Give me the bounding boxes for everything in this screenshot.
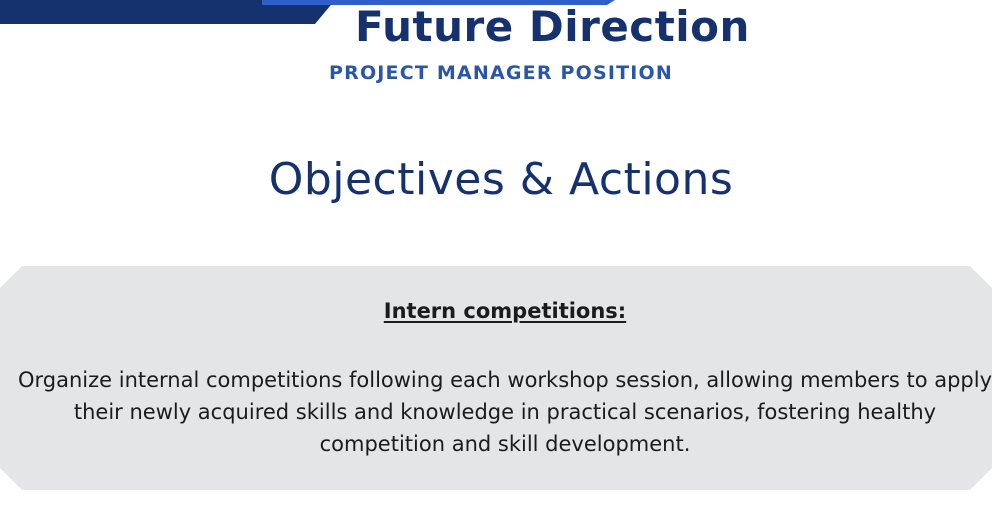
header-band: [0, 0, 615, 24]
header-band-dark: [0, 0, 335, 24]
section-heading: Objectives & Actions: [268, 154, 734, 205]
header-band-accent: [262, 0, 615, 5]
objective-card-title: Intern competitions:: [383, 299, 627, 323]
page-subtitle: PROJECT MANAGER POSITION: [328, 62, 674, 84]
objective-card: Intern competitions: Organize internal c…: [0, 266, 992, 490]
page-title: Future Direction: [355, 2, 750, 51]
objective-card-body: Organize internal competitions following…: [17, 368, 992, 456]
